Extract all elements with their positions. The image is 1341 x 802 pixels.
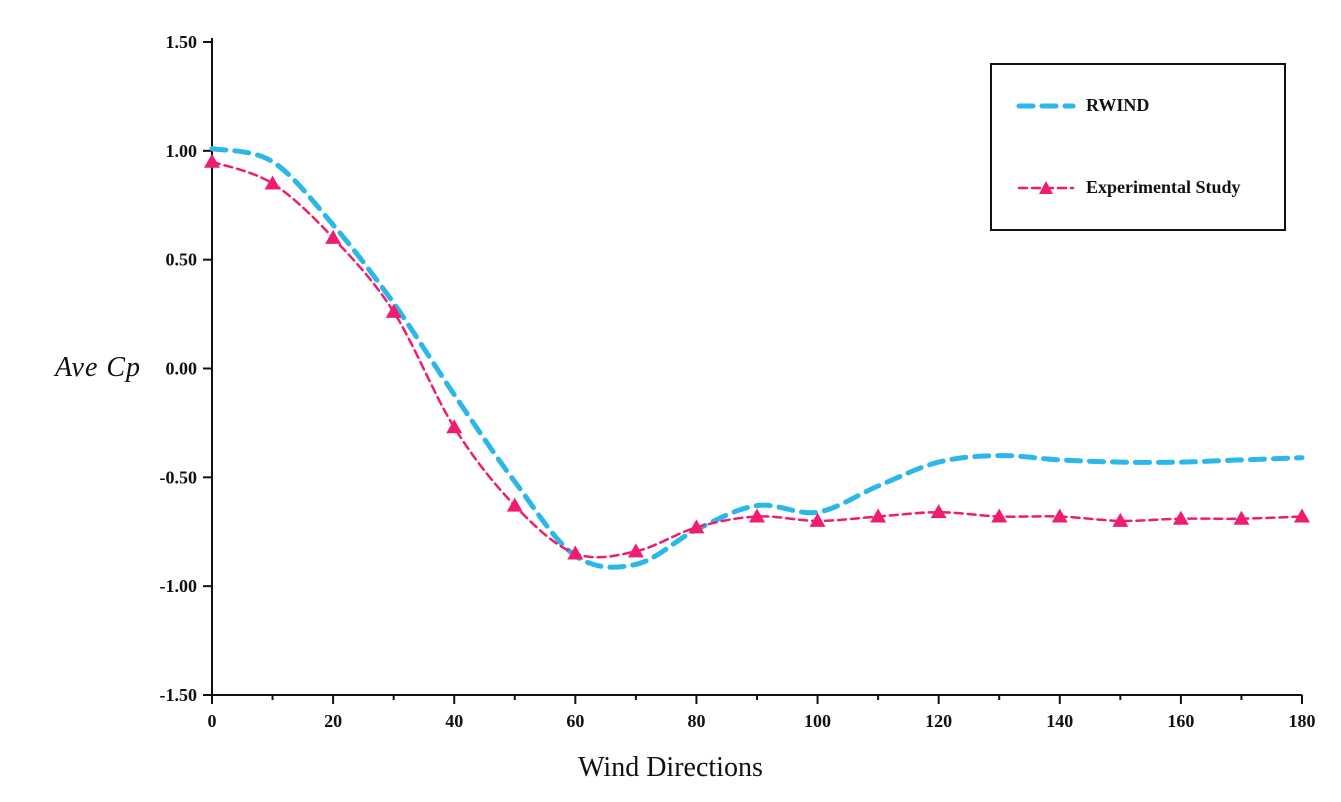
legend-item-rwind: RWIND bbox=[1016, 95, 1149, 116]
x-tick-label: 140 bbox=[1046, 711, 1073, 731]
legend-label-rwind: RWIND bbox=[1086, 95, 1150, 115]
x-axis-title: Wind Directions bbox=[578, 752, 763, 783]
y-axis-ticks: 1.50 1.00 0.50 0.00 -0.50 -1.00 -1.50 bbox=[160, 32, 212, 705]
series-line-experimental-study bbox=[210, 160, 1304, 559]
y-tick-label: 0.00 bbox=[166, 359, 198, 379]
y-tick-label: -1.50 bbox=[160, 685, 198, 705]
x-axis-ticks: 0 20 40 60 80 100 120 140 160 180 bbox=[208, 695, 1316, 731]
y-tick-label: 1.50 bbox=[166, 32, 198, 52]
x-tick-label: 160 bbox=[1167, 711, 1194, 731]
x-tick-label: 80 bbox=[687, 711, 705, 731]
x-tick-label: 0 bbox=[208, 711, 217, 731]
legend-label-experimental: Experimental Study bbox=[1086, 177, 1241, 197]
x-tick-label: 60 bbox=[566, 711, 584, 731]
x-tick-label: 180 bbox=[1289, 711, 1316, 731]
x-tick-label: 100 bbox=[804, 711, 831, 731]
rwind-line-sample-icon bbox=[1016, 103, 1076, 108]
y-tick-label: 0.50 bbox=[166, 250, 198, 270]
y-axis-title: Ave Cp bbox=[54, 352, 142, 383]
series-line-rwind bbox=[209, 146, 1305, 570]
x-tick-label: 40 bbox=[445, 711, 463, 731]
legend: RWIND Experimental Study bbox=[990, 63, 1286, 231]
experimental-line-sample-icon bbox=[1017, 180, 1075, 194]
x-tick-label: 120 bbox=[925, 711, 952, 731]
y-tick-label: 1.00 bbox=[166, 141, 198, 161]
series-markers-experimental-study bbox=[204, 153, 1310, 560]
y-tick-label: -1.00 bbox=[160, 576, 198, 596]
x-tick-label: 20 bbox=[324, 711, 342, 731]
y-tick-label: -0.50 bbox=[160, 467, 198, 487]
legend-item-experimental: Experimental Study bbox=[1016, 177, 1241, 198]
